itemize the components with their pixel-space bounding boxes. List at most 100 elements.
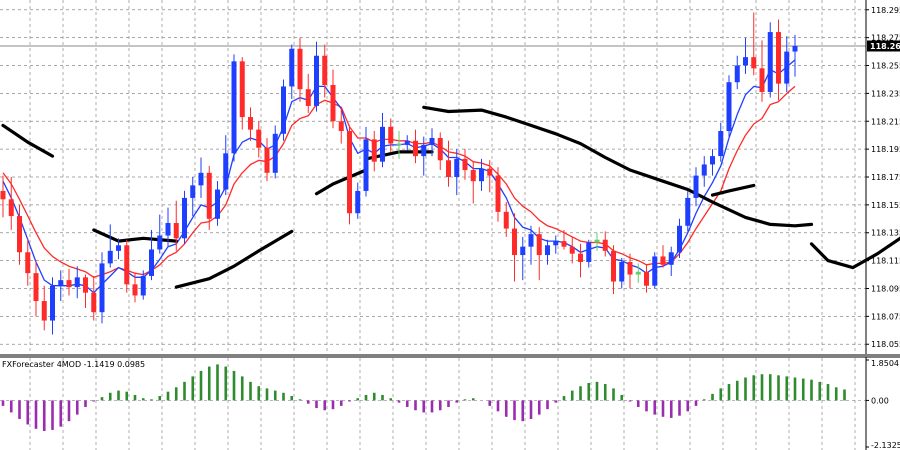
candle	[462, 149, 468, 180]
candle	[594, 232, 600, 251]
current-price-badge-background	[867, 40, 900, 52]
candle	[693, 167, 699, 207]
band-line-segment	[314, 168, 368, 196]
candle	[396, 131, 402, 159]
candle-body	[421, 144, 427, 157]
current-price-label: 118.269	[870, 42, 900, 51]
band-line-segment	[710, 183, 756, 197]
candle	[677, 218, 682, 258]
candle	[528, 225, 534, 265]
candle	[338, 107, 344, 144]
candle-body	[264, 147, 270, 173]
candle	[734, 55, 740, 90]
candle-body	[347, 131, 352, 214]
price-axis-tick-label: 118.195	[871, 145, 900, 154]
candle-body	[668, 252, 674, 265]
candle	[124, 239, 130, 293]
candle	[660, 245, 666, 268]
candle	[668, 246, 674, 276]
candle-body	[767, 32, 773, 92]
candle-body	[776, 32, 781, 84]
price-axis-tick-label: 118.155	[871, 201, 900, 210]
candle-body	[33, 273, 39, 302]
candle	[83, 274, 88, 309]
candle-body	[83, 277, 88, 293]
candle	[182, 190, 187, 244]
candle-body	[272, 133, 278, 173]
candle	[743, 37, 748, 74]
candle	[281, 79, 286, 141]
candle-body	[17, 216, 22, 253]
band-line-segment	[174, 229, 294, 289]
candle	[41, 285, 47, 331]
candle-body	[66, 280, 72, 288]
candle-body	[256, 129, 262, 148]
candle-body	[479, 168, 484, 182]
candle-body	[116, 245, 121, 251]
candle	[388, 118, 394, 152]
candle	[231, 54, 237, 162]
candle	[157, 214, 163, 254]
oscillator-panel: 1.8504 0.00 -2.1325 FXForecaster 4MOD -1.1…	[0, 357, 900, 450]
candle	[347, 125, 352, 225]
candle-body	[594, 239, 600, 243]
candle-body	[627, 262, 633, 275]
candle-body	[652, 256, 658, 286]
candle-body	[248, 117, 253, 130]
price-axis-tick-label: 118.175	[871, 173, 900, 182]
candle-body	[520, 246, 526, 256]
candle-body	[528, 234, 534, 247]
candle-body	[388, 126, 394, 144]
candle	[0, 175, 6, 218]
candle-body	[644, 271, 649, 286]
candle	[107, 224, 113, 268]
candle-body	[701, 164, 707, 176]
candle-body	[693, 175, 699, 198]
candle	[330, 69, 336, 129]
candle-body	[165, 222, 171, 236]
candle-body	[396, 143, 402, 146]
candle	[553, 235, 559, 254]
candle	[17, 204, 22, 265]
candle-body	[371, 139, 377, 162]
candle	[792, 34, 798, 77]
candle	[421, 136, 427, 176]
candle-body	[182, 197, 187, 239]
candle-body	[338, 121, 344, 132]
candle	[569, 236, 575, 264]
candle-body	[759, 68, 765, 92]
candle-body	[545, 245, 550, 256]
candle	[116, 238, 121, 260]
price-axis-tick-label: 118.235	[871, 89, 900, 98]
candle-body	[74, 277, 80, 288]
candle-body	[462, 158, 468, 171]
candle-body	[503, 211, 509, 229]
candle	[289, 44, 295, 99]
candle-body	[718, 131, 724, 157]
candle	[479, 158, 484, 191]
candle-body	[41, 301, 47, 321]
candle	[470, 161, 476, 204]
price-axis-tick-label: 118.215	[871, 117, 900, 126]
candle-body	[58, 280, 64, 286]
candle-body	[454, 158, 460, 177]
candle	[404, 135, 410, 151]
candle-body	[91, 292, 97, 313]
candle	[644, 264, 649, 293]
candle-body	[495, 175, 501, 212]
candle	[619, 257, 625, 289]
candle-body	[25, 252, 31, 274]
candle	[363, 126, 369, 197]
candle-body	[330, 85, 336, 122]
candle	[446, 140, 451, 187]
candle	[635, 263, 641, 283]
candle	[149, 229, 154, 281]
candle-body	[206, 172, 212, 219]
candle-body	[660, 256, 666, 265]
candle-body	[297, 48, 303, 90]
band-line-segment	[809, 236, 900, 270]
candle	[776, 19, 781, 101]
candle-body	[281, 86, 286, 134]
candle	[206, 165, 212, 230]
